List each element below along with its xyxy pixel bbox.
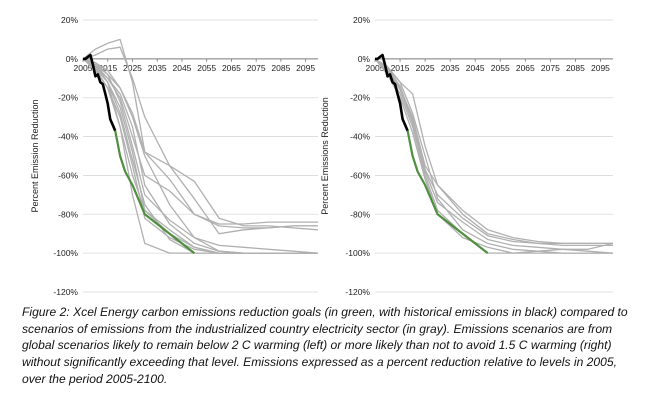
x-tick-label: 2035 — [441, 63, 460, 73]
y-tick-label: -80% — [58, 209, 78, 219]
y-tick-label: -60% — [58, 170, 78, 180]
scenario-line — [82, 58, 319, 254]
x-tick-label: 2055 — [491, 63, 510, 73]
x-tick-label: 2075 — [541, 63, 560, 73]
y-tick-label: -40% — [350, 132, 370, 142]
y-tick-label: -100% — [345, 248, 370, 258]
scenario-line — [82, 58, 318, 254]
scenario-line — [374, 58, 613, 254]
x-tick-label: 2085 — [271, 63, 290, 73]
charts-area: 20% 0% -20% -40% -60% -80% -100% -120% 2005 2015 2… — [30, 15, 614, 297]
scenario-line — [374, 58, 614, 254]
y-tick-label: -40% — [58, 132, 78, 142]
chart-right-1-5c-scenarios: 20% 0% -20% -40% -60% -80% -100% -120% 2005 2015 2… — [320, 15, 614, 297]
scenario-line — [82, 58, 318, 254]
xcel-goal-line — [114, 130, 195, 254]
y-tick-label: 0% — [66, 54, 79, 64]
x-tick-label: 2015 — [98, 63, 117, 73]
scenario-line — [374, 58, 613, 254]
x-tick-label: 2095 — [591, 63, 610, 73]
y-tick-label: 0% — [358, 54, 371, 64]
y-tick-label: -120% — [53, 287, 78, 297]
y-tick-label: -60% — [350, 170, 370, 180]
chart-left-2c-scenarios: 20% 0% -20% -40% -60% -80% -100% -120% 2005 2015 2… — [30, 15, 319, 297]
y-axis-title: Percent Emissions Reduction — [320, 97, 330, 215]
x-tick-label: 2055 — [197, 63, 216, 73]
scenario-line — [374, 58, 614, 254]
x-tick-label: 2045 — [466, 63, 485, 73]
scenario-line — [82, 58, 318, 254]
x-tick-label: 2045 — [172, 63, 191, 73]
x-tick-label: 2005 — [366, 63, 385, 73]
x-tick-label: 2065 — [516, 63, 535, 73]
figure-caption: Figure 2: Xcel Energy carbon emissions r… — [22, 305, 628, 386]
x-tick-label: 2075 — [247, 63, 266, 73]
scenario-line — [82, 58, 318, 254]
x-tick-label: 2025 — [416, 63, 435, 73]
y-tick-label: -80% — [350, 209, 370, 219]
xcel-goal-line — [406, 130, 489, 254]
scenario-line — [82, 58, 318, 254]
x-tick-label: 2065 — [222, 63, 241, 73]
y-axis-title: Percent Emission Reduction — [30, 99, 40, 212]
x-tick-label: 2025 — [123, 63, 142, 73]
y-tick-label: -20% — [350, 93, 370, 103]
scenario-line — [82, 46, 318, 235]
y-tick-label: -100% — [53, 248, 78, 258]
scenario-line — [82, 58, 318, 229]
x-tick-label: 2005 — [74, 63, 93, 73]
x-tick-label: 2095 — [296, 63, 315, 73]
scenario-line — [82, 58, 318, 254]
x-tick-label: 2015 — [391, 63, 410, 73]
scenario-line — [374, 58, 613, 247]
y-tick-label: -20% — [58, 93, 78, 103]
historical-emissions-line — [83, 53, 117, 132]
y-tick-label: 20% — [353, 15, 370, 25]
x-tick-label: 2035 — [148, 63, 167, 73]
y-tick-label: 20% — [61, 15, 78, 25]
scenario-line — [82, 58, 318, 254]
x-tick-label: 2085 — [566, 63, 585, 73]
historical-emissions-line — [375, 53, 409, 132]
y-tick-label: -120% — [345, 287, 370, 297]
